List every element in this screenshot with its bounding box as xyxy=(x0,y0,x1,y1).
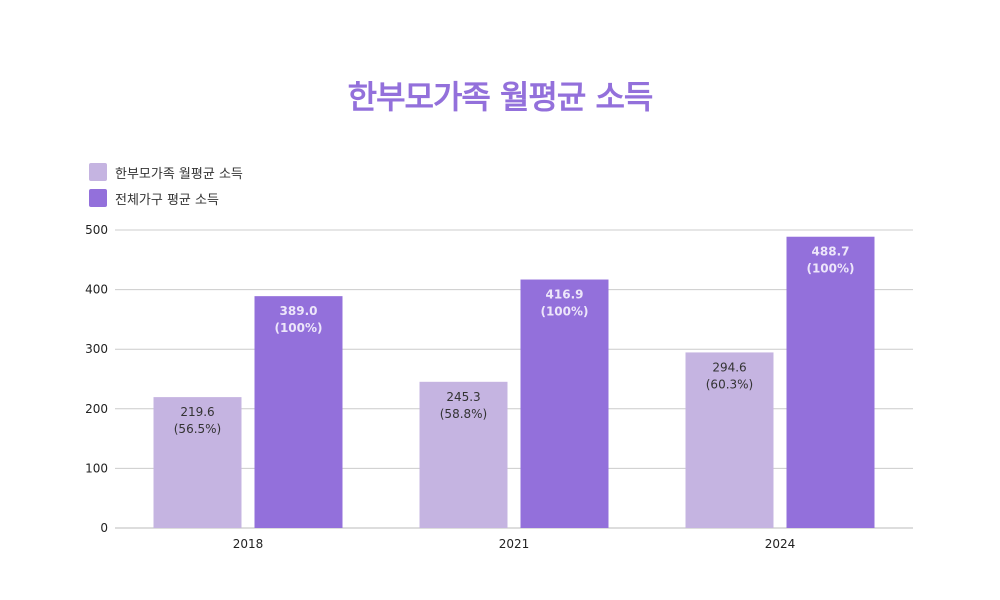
data-label-percent: (100%) xyxy=(540,305,588,319)
y-tick-label: 200 xyxy=(85,402,108,416)
data-label-value: 245.3 xyxy=(446,390,480,404)
y-tick-label: 500 xyxy=(85,223,108,237)
legend-label-all-households: 전체가구 평균 소득 xyxy=(115,192,219,208)
data-label-percent: (56.5%) xyxy=(174,422,221,436)
bar-single-parent xyxy=(685,352,774,528)
bar-all-households xyxy=(254,296,343,528)
x-tick-label: 2018 xyxy=(233,537,264,551)
y-tick-label: 300 xyxy=(85,342,108,356)
x-tick-label: 2024 xyxy=(765,537,796,551)
data-label-value: 389.0 xyxy=(280,304,318,318)
bar-all-households xyxy=(786,236,875,528)
data-label-percent: (60.3%) xyxy=(706,377,753,391)
bar-single-parent xyxy=(153,397,242,528)
data-label-percent: (100%) xyxy=(806,262,854,276)
data-label-percent: (100%) xyxy=(274,321,322,335)
y-tick-label: 100 xyxy=(85,461,108,475)
data-label-value: 294.6 xyxy=(712,360,746,374)
x-tick-label: 2021 xyxy=(499,537,530,551)
bar-single-parent xyxy=(419,381,508,528)
chart-title: 한부모가족 월평균 소득 xyxy=(347,78,654,116)
data-label-value: 219.6 xyxy=(180,405,214,419)
legend-swatch-all-households xyxy=(89,189,107,207)
data-label-value: 416.9 xyxy=(546,288,584,302)
y-tick-label: 400 xyxy=(85,283,108,297)
y-tick-label: 0 xyxy=(100,521,108,535)
legend-swatch-single-parent xyxy=(89,163,107,181)
legend-item-single-parent: 한부모가족 월평균 소득 xyxy=(89,160,243,184)
legend-label-single-parent: 한부모가족 월평균 소득 xyxy=(115,166,243,182)
legend-item-all-households: 전체가구 평균 소득 xyxy=(89,186,243,210)
data-label-percent: (58.8%) xyxy=(440,407,487,421)
legend: 한부모가족 월평균 소득 전체가구 평균 소득 xyxy=(89,160,243,212)
data-label-value: 488.7 xyxy=(812,245,850,259)
bar-all-households xyxy=(520,279,609,528)
